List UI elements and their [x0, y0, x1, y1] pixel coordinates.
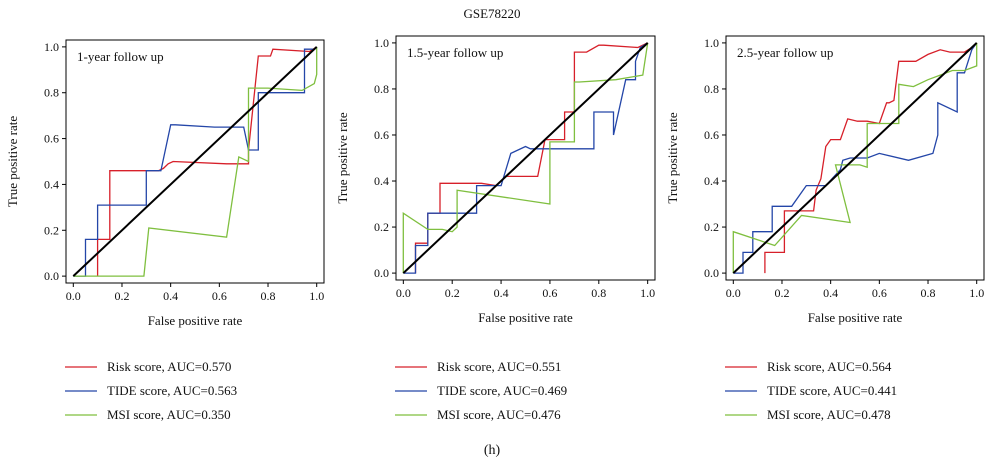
tide-legend-label: TIDE score, AUC=0.563	[107, 383, 237, 398]
plot-frame	[725, 35, 985, 281]
tide-roc-curve	[73, 46, 318, 277]
roc-panel-2: 0.0 0.2 0.4 0.6 0.8 1.0 0.0 0.2 0.4 0.6 0.8 1.0 Fals…	[335, 35, 656, 422]
x-tick-label: 1.0	[969, 286, 984, 300]
panel-label: (h)	[484, 443, 501, 458]
diagonal-reference-line	[732, 42, 978, 274]
y-tick-label: 0.0	[704, 266, 719, 280]
x-tick-label: 0.8	[261, 289, 276, 303]
legend: Risk score, AUC=0.551 TIDE score, AUC=0.4…	[395, 359, 567, 422]
diagonal-reference-line	[402, 42, 649, 274]
plot-frame	[65, 39, 325, 284]
y-tick-label: 0.4	[374, 174, 389, 188]
y-tick-label: 0.8	[704, 82, 719, 96]
tide-roc-curve	[403, 42, 649, 274]
y-tick-label: 0.8	[44, 86, 59, 100]
roc-panels: 0.0 0.2 0.4 0.6 0.8 1.0 0.0 0.2 0.4 0.6 0.8 1.0 Fals…	[5, 35, 985, 422]
y-axis-label: True positive rate	[335, 112, 350, 203]
x-tick-label: 0.4	[163, 289, 178, 303]
msi-legend-label: MSI score, AUC=0.476	[437, 407, 561, 422]
y-axis-label: True positive rate	[5, 116, 20, 207]
x-tick-label: 0.2	[445, 286, 460, 300]
msi-roc-curve	[73, 46, 318, 277]
y-tick-label: 0.6	[704, 128, 719, 142]
msi-roc-curve	[402, 42, 649, 274]
legend: Risk score, AUC=0.570 TIDE score, AUC=0.5…	[65, 359, 237, 422]
x-tick-label: 0.8	[921, 286, 936, 300]
panel-title: 1.5-year follow up	[407, 45, 503, 60]
risk-legend-label: Risk score, AUC=0.564	[767, 359, 892, 374]
panel-title: 2.5-year follow up	[737, 45, 833, 60]
roc-panel-3: 0.0 0.2 0.4 0.6 0.8 1.0 0.0 0.2 0.4 0.6 0.8 1.0 Fals…	[665, 35, 985, 422]
risk-legend-label: Risk score, AUC=0.551	[437, 359, 561, 374]
msi-legend-label: MSI score, AUC=0.350	[107, 407, 231, 422]
panel-title: 1-year follow up	[77, 49, 164, 64]
x-tick-label: 0.0	[396, 286, 411, 300]
y-tick-label: 0.2	[44, 223, 59, 237]
x-axis-label: False positive rate	[808, 310, 903, 325]
figure-title: GSE78220	[463, 6, 520, 21]
y-tick-label: 0.4	[704, 174, 719, 188]
x-tick-label: 0.2	[774, 286, 789, 300]
y-tick-label: 0.0	[374, 266, 389, 280]
tide-legend-label: TIDE score, AUC=0.441	[767, 383, 897, 398]
roc-panel-1: 0.0 0.2 0.4 0.6 0.8 1.0 0.0 0.2 0.4 0.6 0.8 1.0 Fals…	[5, 39, 325, 422]
x-tick-label: 1.0	[309, 289, 324, 303]
y-tick-label: 0.0	[44, 269, 59, 283]
risk-roc-curve	[96, 46, 318, 277]
x-tick-label: 0.0	[726, 286, 741, 300]
risk-legend-label: Risk score, AUC=0.570	[107, 359, 231, 374]
y-tick-label: 0.8	[374, 82, 389, 96]
risk-roc-curve	[414, 42, 648, 274]
tide-roc-curve	[733, 42, 978, 274]
y-tick-label: 1.0	[704, 36, 719, 50]
y-tick-label: 1.0	[374, 36, 389, 50]
msi-legend-label: MSI score, AUC=0.478	[767, 407, 891, 422]
y-tick-label: 0.4	[44, 177, 59, 191]
x-tick-label: 0.4	[494, 286, 509, 300]
x-axis-label: False positive rate	[148, 313, 243, 328]
x-tick-label: 0.2	[114, 289, 129, 303]
x-tick-label: 1.0	[640, 286, 655, 300]
x-axis-label: False positive rate	[478, 310, 573, 325]
x-tick-label: 0.4	[823, 286, 838, 300]
y-tick-label: 0.6	[374, 128, 389, 142]
x-tick-label: 0.6	[542, 286, 557, 300]
plot-frame	[395, 35, 656, 281]
x-tick-label: 0.6	[872, 286, 887, 300]
risk-roc-curve	[764, 42, 978, 274]
x-tick-label: 0.0	[66, 289, 81, 303]
y-tick-label: 0.6	[44, 132, 59, 146]
y-tick-label: 0.2	[374, 220, 389, 234]
legend: Risk score, AUC=0.564 TIDE score, AUC=0.4…	[725, 359, 897, 422]
y-tick-label: 1.0	[44, 40, 59, 54]
x-tick-label: 0.6	[212, 289, 227, 303]
tide-legend-label: TIDE score, AUC=0.469	[437, 383, 567, 398]
y-axis-label: True positive rate	[665, 112, 680, 203]
diagonal-reference-line	[72, 46, 318, 277]
y-tick-label: 0.2	[704, 220, 719, 234]
x-tick-label: 0.8	[591, 286, 606, 300]
